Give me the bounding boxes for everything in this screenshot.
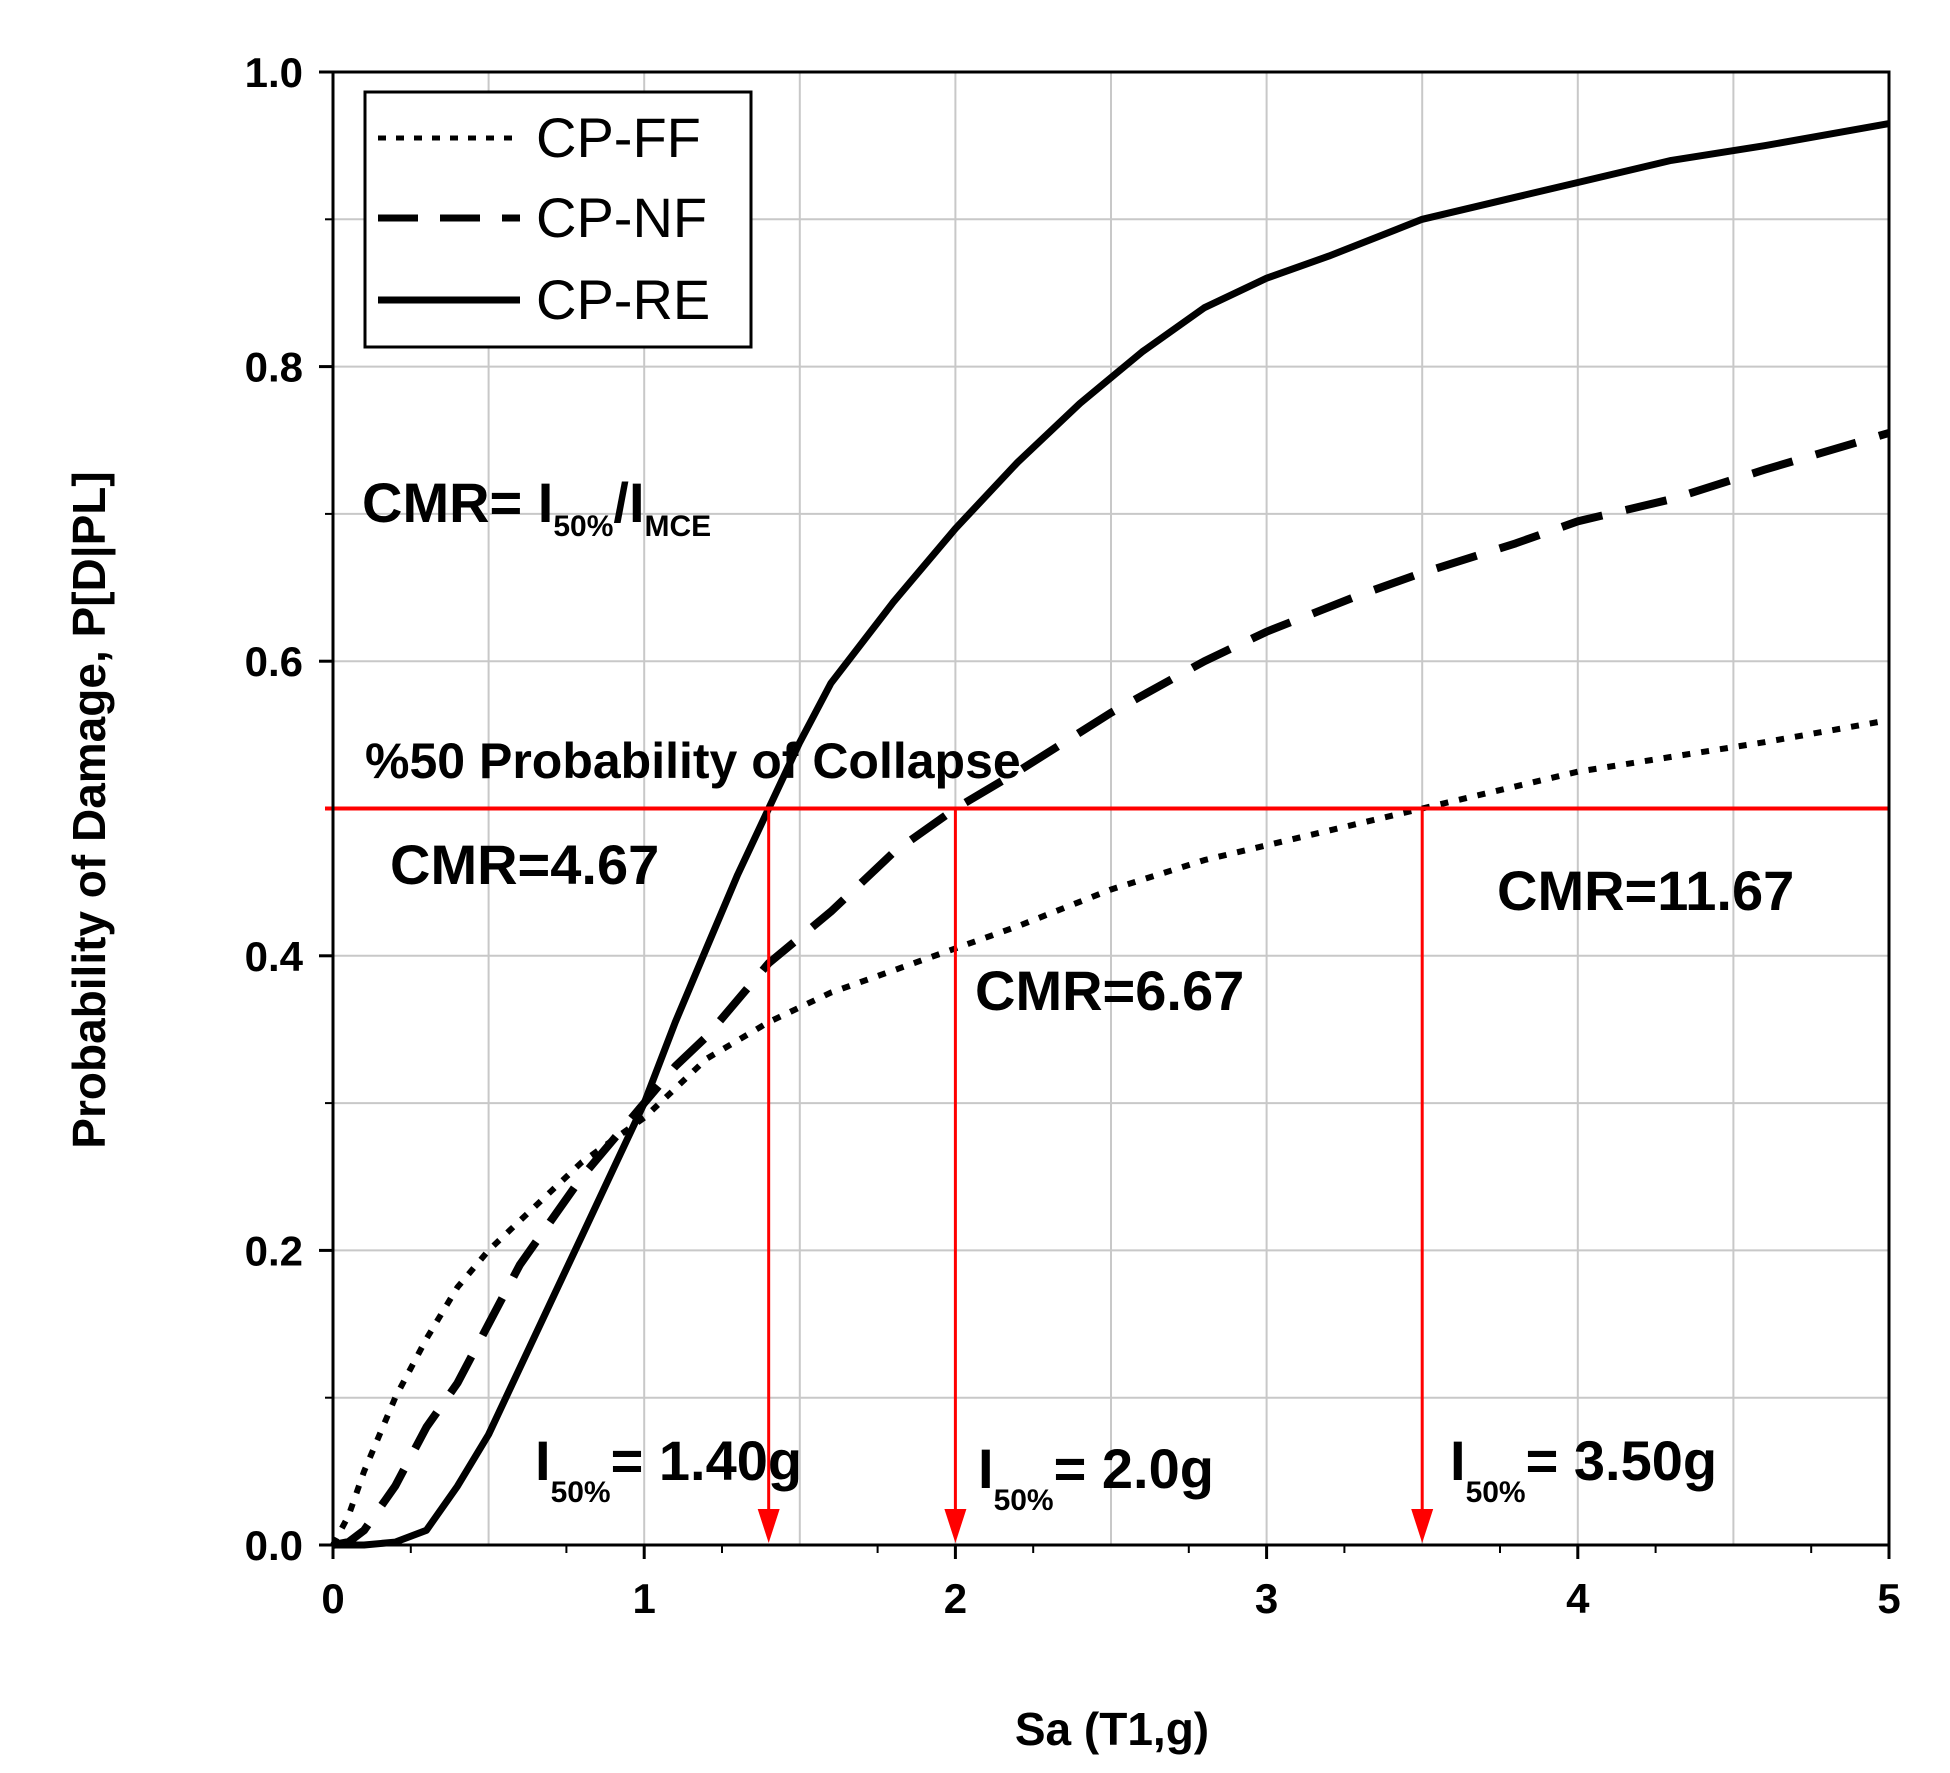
y-tick-label: 0.6 [245, 638, 303, 685]
y-tick-label: 0.0 [245, 1522, 303, 1569]
cmr-label-3: CMR=11.67 [1497, 859, 1794, 922]
intensity-value-3: = 3.50g [1526, 1429, 1717, 1492]
y-tick-label: 1.0 [245, 49, 303, 96]
cmr-label-1: CMR=4.67 [390, 833, 659, 896]
formula-main: CMR= I [362, 471, 553, 534]
threshold-group [325, 806, 1889, 1543]
formula-annotation: CMR= I50%/IMCE [362, 471, 711, 543]
legend: CP-FF CP-NF CP-RE [363, 90, 753, 349]
arrow-head-2 [944, 1509, 967, 1543]
y-axis-title: Probability of Damage, P[D|PL] [63, 471, 115, 1148]
intensity-sub-1: 50% [551, 1476, 611, 1509]
intensity-value-2: = 2.0g [1054, 1437, 1214, 1500]
intensity-sub-3: 50% [1466, 1476, 1526, 1509]
arrow-head-3 [1411, 1509, 1434, 1543]
intensity-i-2: I [978, 1437, 994, 1500]
legend-label-cp-re: CP-RE [536, 268, 710, 331]
intensity-i-3: I [1450, 1429, 1466, 1492]
intensity-label-2: I50%= 2.0g [978, 1437, 1214, 1517]
intensity-value-1: = 1.40g [611, 1429, 802, 1492]
intensity-label-1: I50%= 1.40g [535, 1429, 802, 1509]
series-line-cp-ff [330, 717, 1890, 1547]
legend-label-cp-ff: CP-FF [536, 106, 701, 169]
x-tick-label: 5 [1877, 1575, 1900, 1622]
y-tick-label: 0.4 [245, 933, 304, 980]
x-tick-label: 3 [1255, 1575, 1278, 1622]
cmr-label-2: CMR=6.67 [975, 959, 1244, 1022]
arrow-head-1 [757, 1509, 780, 1543]
legend-label-cp-nf: CP-NF [536, 186, 707, 249]
intensity-i-1: I [535, 1429, 551, 1492]
intensity-sub-2: 50% [994, 1484, 1054, 1517]
x-tick-label: 4 [1566, 1575, 1590, 1622]
intensity-label-3: I50%= 3.50g [1450, 1429, 1717, 1509]
formula-sub-mce: MCE [645, 510, 712, 543]
x-axis-title: Sa (T1,g) [1015, 1703, 1209, 1755]
x-tick-label: 2 [944, 1575, 967, 1622]
formula-slash: /I [613, 471, 644, 534]
ticks: 0 1 2 3 4 5 0.0 0.2 0.4 0.6 0.8 1.0 [245, 49, 1901, 1622]
legend-box [363, 90, 753, 349]
plot-frame [331, 70, 1891, 1547]
x-tick-label: 1 [633, 1575, 656, 1622]
y-tick-label: 0.8 [245, 344, 303, 391]
threshold-label: %50 Probability of Collapse [365, 733, 1021, 789]
y-tick-label: 0.2 [245, 1227, 303, 1274]
series-line-cp-re [333, 120, 1890, 1549]
formula-sub-50: 50% [553, 510, 613, 543]
x-tick-label: 0 [321, 1575, 344, 1622]
